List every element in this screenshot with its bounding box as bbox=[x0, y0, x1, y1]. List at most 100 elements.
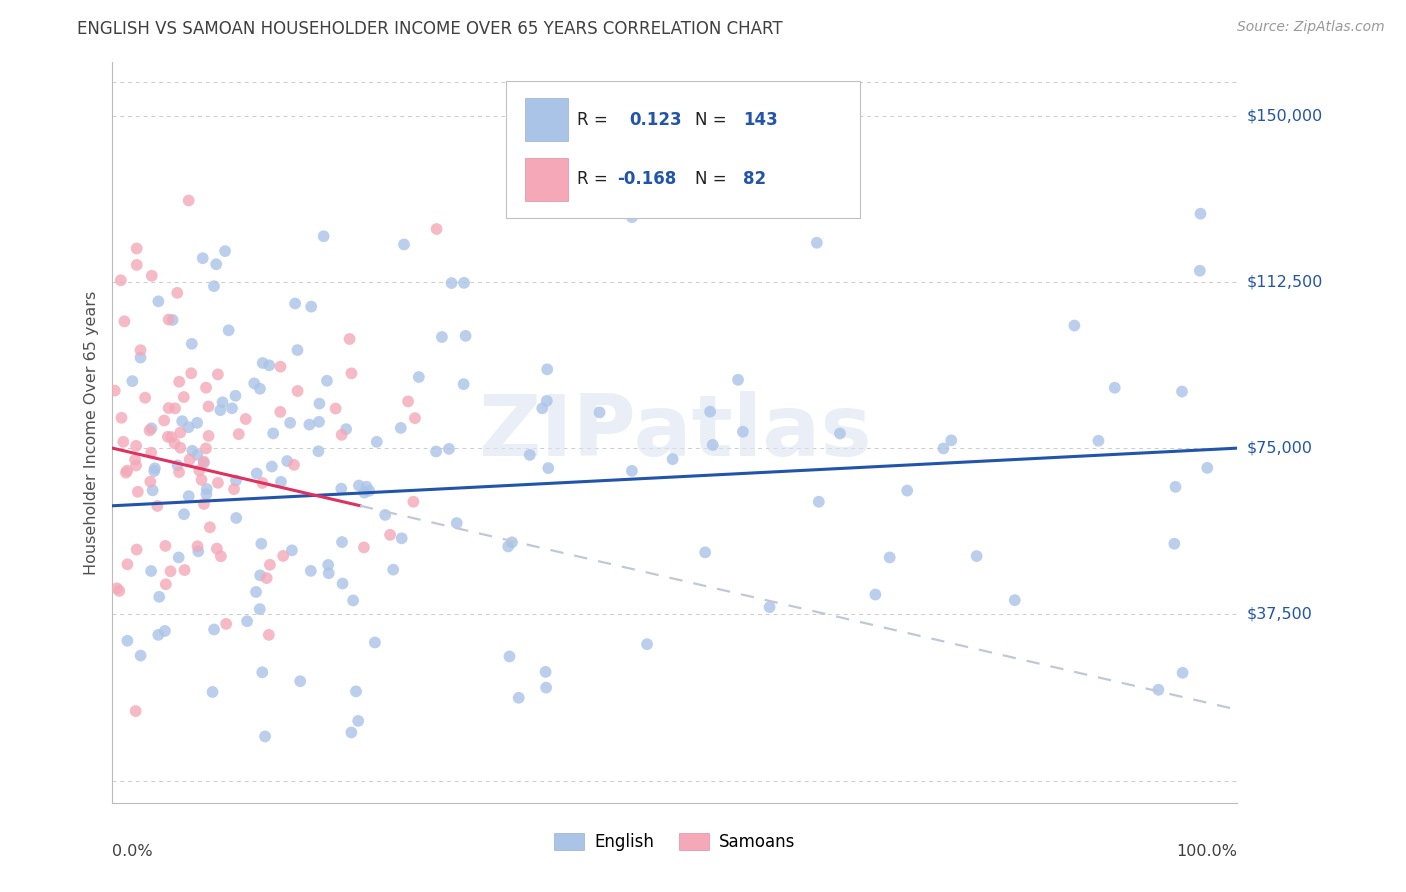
Point bbox=[1004, 593, 1026, 607]
Point bbox=[125, 542, 148, 557]
Point bbox=[257, 628, 280, 642]
Point bbox=[141, 268, 163, 283]
Point bbox=[246, 467, 269, 481]
Point bbox=[340, 725, 363, 739]
Point bbox=[193, 497, 215, 511]
Point bbox=[284, 296, 307, 310]
Point bbox=[453, 377, 475, 392]
Point bbox=[519, 448, 541, 462]
FancyBboxPatch shape bbox=[506, 81, 860, 218]
Point bbox=[169, 441, 191, 455]
Text: R =: R = bbox=[576, 111, 613, 128]
Point bbox=[260, 459, 283, 474]
Point bbox=[207, 475, 229, 490]
Point bbox=[364, 635, 387, 649]
Point bbox=[134, 391, 156, 405]
Point bbox=[153, 413, 176, 427]
Point bbox=[298, 417, 321, 432]
Point bbox=[211, 395, 233, 409]
Point bbox=[299, 300, 322, 314]
Text: -0.168: -0.168 bbox=[617, 170, 676, 188]
Point bbox=[344, 684, 367, 698]
Point bbox=[139, 564, 162, 578]
Point bbox=[536, 393, 558, 408]
Point bbox=[879, 550, 901, 565]
Point bbox=[173, 390, 195, 404]
Point bbox=[262, 426, 284, 441]
Text: N =: N = bbox=[695, 111, 733, 128]
Point bbox=[166, 458, 188, 473]
Point bbox=[496, 540, 519, 554]
Point bbox=[335, 422, 357, 436]
Point bbox=[1104, 381, 1126, 395]
Point bbox=[932, 442, 955, 456]
Point bbox=[108, 583, 131, 598]
Point bbox=[1163, 537, 1185, 551]
Point bbox=[396, 394, 419, 409]
Point bbox=[142, 483, 165, 498]
Point bbox=[402, 495, 425, 509]
Point bbox=[218, 323, 240, 337]
Point bbox=[193, 456, 215, 470]
Point bbox=[392, 237, 415, 252]
Point bbox=[404, 411, 426, 425]
Point bbox=[806, 235, 828, 250]
Point bbox=[299, 564, 322, 578]
Point bbox=[166, 285, 188, 300]
Point bbox=[225, 511, 247, 525]
Point bbox=[342, 593, 364, 607]
Point bbox=[896, 483, 918, 498]
Point bbox=[235, 412, 257, 426]
Point bbox=[378, 528, 401, 542]
Point bbox=[339, 332, 361, 346]
Point bbox=[148, 628, 170, 642]
Point bbox=[534, 665, 557, 679]
Point bbox=[249, 382, 271, 396]
Point bbox=[180, 336, 202, 351]
Point bbox=[318, 566, 340, 581]
Point bbox=[148, 590, 170, 604]
Point bbox=[186, 448, 208, 462]
Point bbox=[941, 434, 963, 448]
Point bbox=[966, 549, 988, 563]
Point bbox=[347, 714, 370, 728]
Point bbox=[1197, 461, 1219, 475]
Text: $37,500: $37,500 bbox=[1247, 607, 1313, 622]
Point bbox=[222, 482, 245, 496]
Point bbox=[197, 400, 219, 414]
Point bbox=[169, 425, 191, 440]
Point bbox=[702, 438, 724, 452]
Point bbox=[209, 549, 232, 564]
Point bbox=[155, 539, 177, 553]
Point bbox=[636, 637, 658, 651]
Point bbox=[308, 396, 330, 410]
Point bbox=[115, 466, 138, 480]
Point bbox=[695, 545, 717, 559]
Point bbox=[191, 251, 214, 265]
Point bbox=[163, 436, 186, 450]
Point bbox=[202, 279, 225, 293]
Point bbox=[198, 520, 221, 534]
Point bbox=[620, 464, 643, 478]
FancyBboxPatch shape bbox=[526, 98, 568, 141]
Point bbox=[207, 368, 229, 382]
Point bbox=[359, 483, 381, 498]
Point bbox=[287, 384, 309, 398]
Point bbox=[115, 464, 138, 478]
Point bbox=[197, 429, 219, 443]
Point bbox=[531, 401, 554, 416]
Point bbox=[167, 375, 190, 389]
Point bbox=[153, 624, 176, 638]
Point bbox=[186, 416, 208, 430]
Point bbox=[129, 648, 152, 663]
Point bbox=[141, 445, 163, 459]
Point bbox=[138, 424, 160, 438]
Text: $75,000: $75,000 bbox=[1247, 441, 1313, 456]
Point bbox=[201, 685, 224, 699]
Point bbox=[143, 464, 166, 478]
Point bbox=[252, 665, 274, 680]
Point bbox=[180, 366, 202, 380]
Point bbox=[188, 463, 211, 477]
Point bbox=[256, 571, 278, 585]
Point bbox=[245, 585, 267, 599]
